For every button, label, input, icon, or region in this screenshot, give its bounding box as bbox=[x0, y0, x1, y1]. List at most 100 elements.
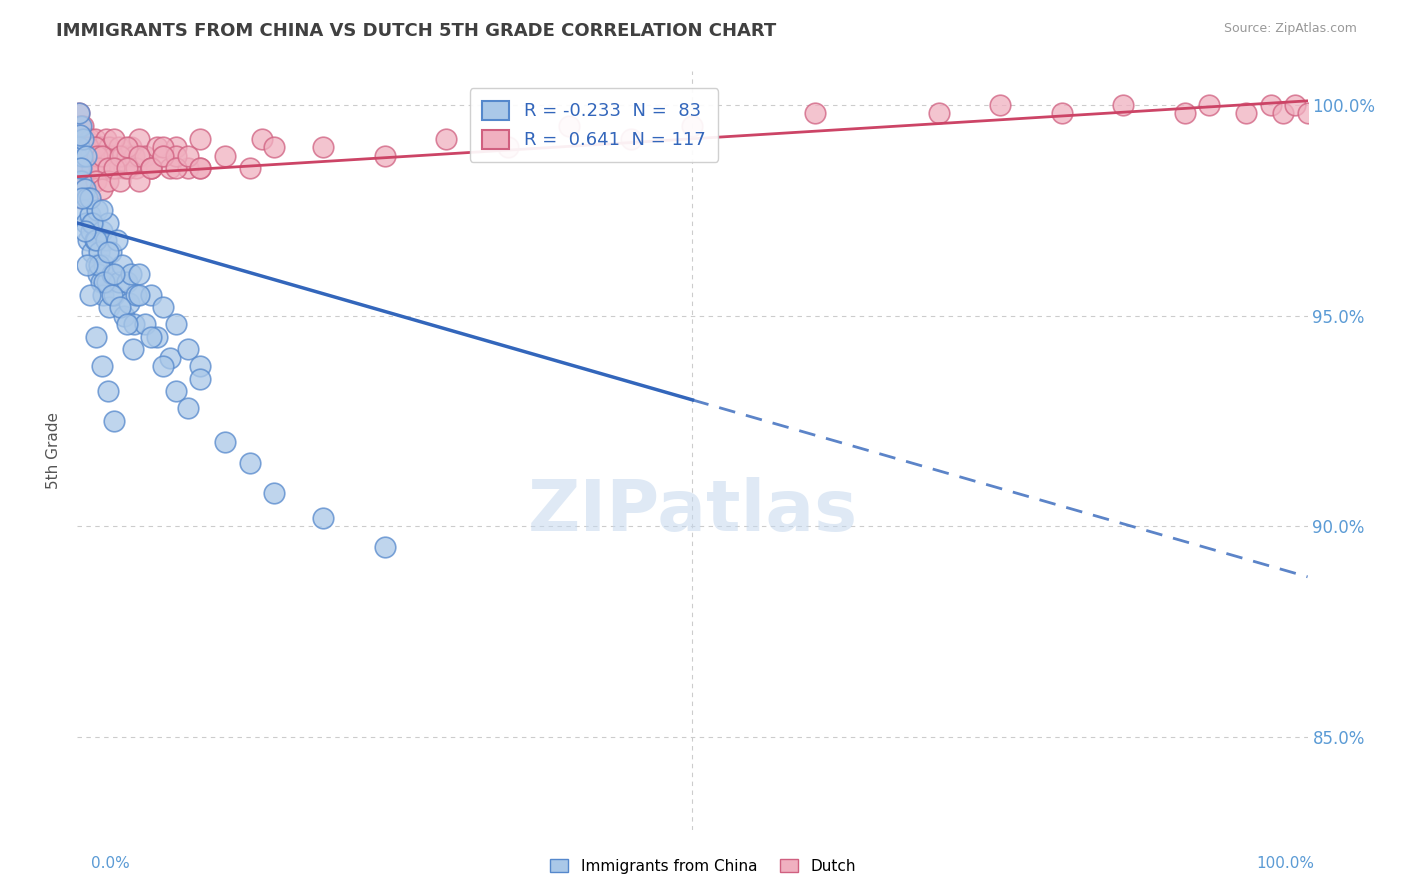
Point bbox=[115, 148, 138, 162]
Point bbox=[75, 182, 97, 196]
Point bbox=[70, 140, 93, 154]
Point bbox=[73, 148, 96, 162]
Point bbox=[134, 317, 156, 331]
Point bbox=[146, 330, 169, 344]
Point bbox=[69, 161, 91, 176]
Point bbox=[101, 287, 124, 301]
Point bbox=[69, 128, 91, 142]
Point bbox=[988, 98, 1011, 112]
Point bbox=[76, 258, 98, 272]
Point bbox=[214, 148, 236, 162]
Point bbox=[94, 132, 117, 146]
Point bbox=[558, 119, 581, 133]
Point bbox=[239, 161, 262, 176]
Point bbox=[263, 140, 285, 154]
Point bbox=[72, 174, 94, 188]
Point bbox=[79, 191, 101, 205]
Point bbox=[103, 161, 125, 176]
Text: 0.0%: 0.0% bbox=[91, 856, 131, 871]
Point bbox=[312, 140, 335, 154]
Point bbox=[496, 140, 519, 154]
Point bbox=[70, 161, 93, 176]
Point bbox=[115, 161, 138, 176]
Text: IMMIGRANTS FROM CHINA VS DUTCH 5TH GRADE CORRELATION CHART: IMMIGRANTS FROM CHINA VS DUTCH 5TH GRADE… bbox=[56, 22, 776, 40]
Point bbox=[73, 182, 96, 196]
Point bbox=[97, 216, 120, 230]
Point bbox=[70, 161, 93, 176]
Point bbox=[177, 401, 200, 416]
Point bbox=[312, 511, 335, 525]
Point bbox=[108, 275, 131, 289]
Point bbox=[100, 148, 122, 162]
Point bbox=[121, 267, 143, 281]
Point bbox=[75, 132, 97, 146]
Point bbox=[188, 161, 212, 176]
Point bbox=[108, 140, 131, 154]
Point bbox=[1050, 106, 1073, 120]
Point bbox=[75, 216, 97, 230]
Point bbox=[82, 161, 104, 176]
Point bbox=[76, 148, 98, 162]
Point bbox=[67, 140, 90, 154]
Point bbox=[94, 233, 117, 247]
Point bbox=[98, 140, 121, 154]
Point bbox=[122, 148, 145, 162]
Point bbox=[103, 267, 125, 281]
Point bbox=[80, 224, 103, 238]
Point bbox=[165, 140, 187, 154]
Point bbox=[72, 161, 94, 176]
Point bbox=[83, 132, 105, 146]
Point bbox=[89, 245, 111, 260]
Point bbox=[128, 287, 150, 301]
Point bbox=[70, 191, 93, 205]
Point bbox=[72, 132, 94, 146]
Point bbox=[97, 384, 120, 399]
Point bbox=[239, 456, 262, 470]
Point bbox=[79, 132, 101, 146]
Point bbox=[118, 296, 141, 310]
Point bbox=[90, 182, 114, 196]
Point bbox=[103, 414, 125, 428]
Point bbox=[112, 309, 135, 323]
Point bbox=[93, 275, 115, 289]
Point bbox=[141, 161, 163, 176]
Point bbox=[77, 233, 100, 247]
Point bbox=[90, 359, 114, 374]
Point bbox=[69, 182, 91, 196]
Point bbox=[90, 224, 114, 238]
Point bbox=[110, 174, 132, 188]
Point bbox=[90, 161, 112, 176]
Point bbox=[84, 148, 107, 162]
Point bbox=[188, 161, 212, 176]
Point bbox=[84, 258, 107, 272]
Point bbox=[122, 317, 145, 331]
Point bbox=[177, 148, 200, 162]
Point bbox=[79, 191, 101, 205]
Point bbox=[90, 275, 112, 289]
Point bbox=[79, 208, 101, 222]
Point bbox=[82, 161, 104, 176]
Point bbox=[110, 300, 132, 314]
Point bbox=[83, 140, 105, 154]
Point bbox=[93, 161, 115, 176]
Point bbox=[152, 300, 174, 314]
Point bbox=[70, 174, 93, 188]
Point bbox=[134, 148, 156, 162]
Point bbox=[70, 191, 93, 205]
Point bbox=[98, 300, 121, 314]
Point bbox=[67, 106, 90, 120]
Point bbox=[90, 148, 114, 162]
Point bbox=[90, 140, 114, 154]
Point bbox=[69, 119, 91, 133]
Point bbox=[146, 140, 169, 154]
Point bbox=[82, 245, 104, 260]
Point bbox=[82, 216, 104, 230]
Point bbox=[90, 203, 114, 218]
Point bbox=[84, 174, 107, 188]
Point bbox=[115, 140, 138, 154]
Point bbox=[128, 148, 150, 162]
Point bbox=[1284, 98, 1306, 112]
Point bbox=[77, 161, 100, 176]
Point bbox=[112, 161, 135, 176]
Point bbox=[73, 224, 96, 238]
